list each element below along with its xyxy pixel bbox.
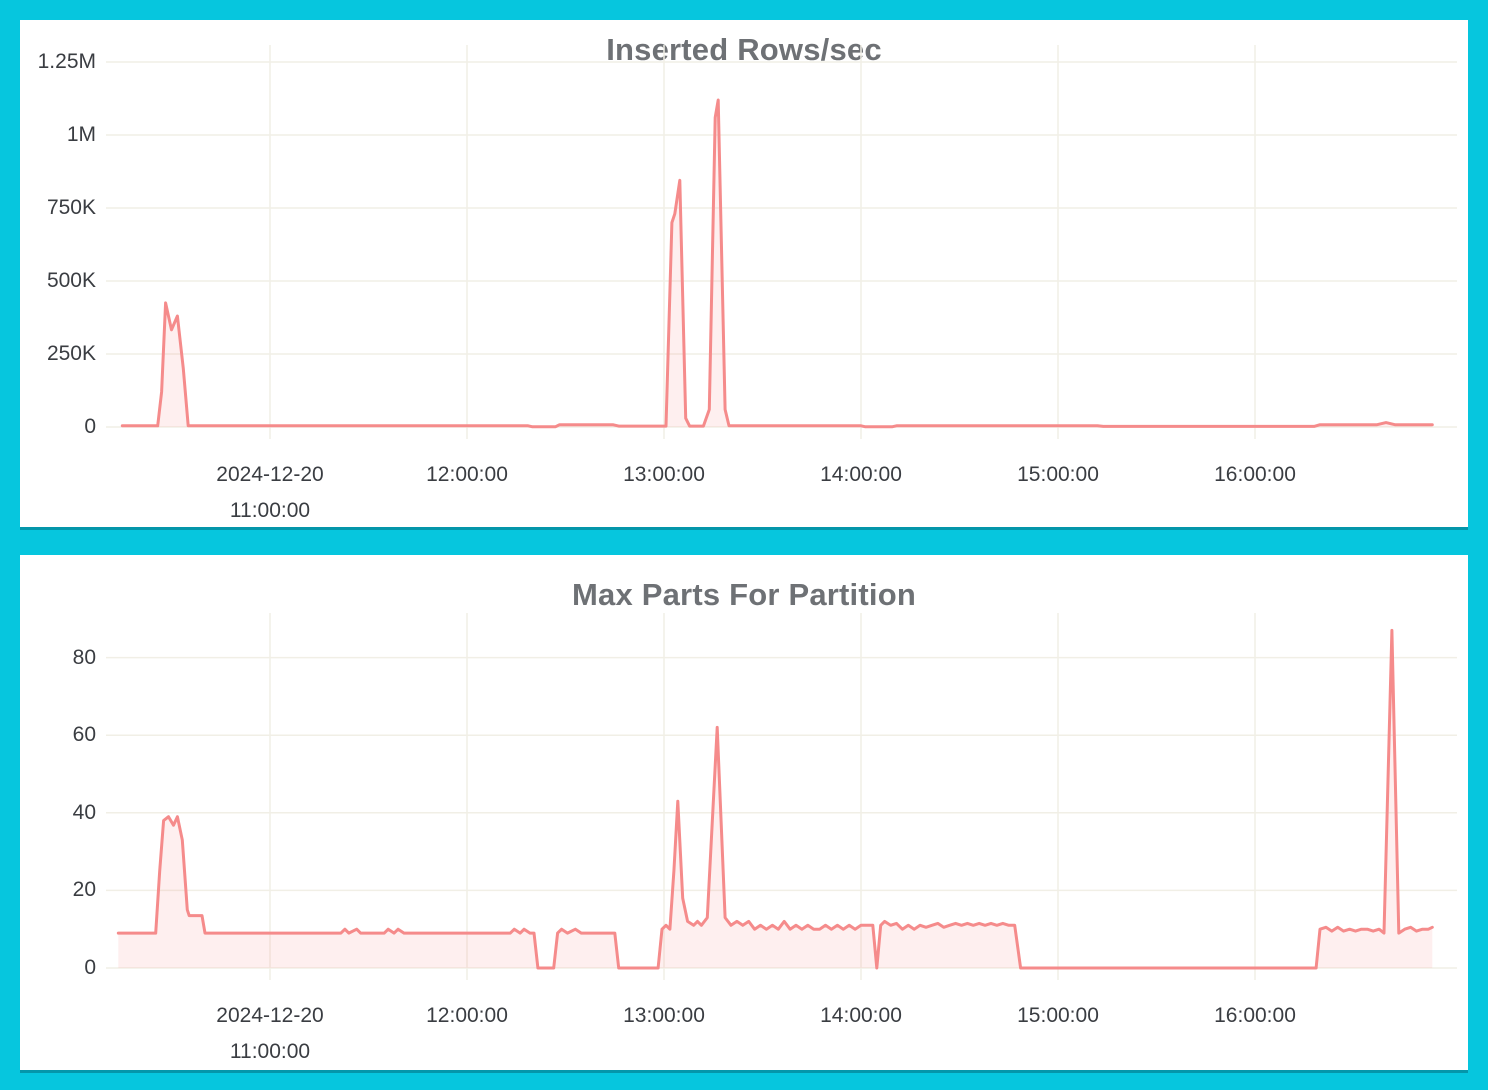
chart-title-inserted-rows: Inserted Rows/sec [606,32,882,67]
chart-plot-inserted-rows[interactable] [20,20,1468,527]
y-tick-label: 0 [84,956,96,979]
x-tick-line2: 11:00:00 [229,1040,311,1063]
y-tick-label: 0 [84,415,96,438]
panel-inserted-rows: Inserted Rows/sec 0 250K 500K 750K 1M 1.25M 2… [20,20,1468,527]
x-tick-label: 2024-12-20 11:00:00 [160,998,380,1070]
x-tick-label: 14:00:00 [751,457,971,493]
x-tick-line1: 12:00:00 [426,463,508,486]
y-tick-label: 40 [72,800,96,824]
x-tick-line1: 15:00:00 [1017,463,1099,486]
x-tick-line1: 15:00:00 [1017,1004,1099,1027]
x-tick-label: 16:00:00 [1145,998,1365,1034]
series-line [120,98,1434,429]
x-tick-label: 12:00:00 [357,457,577,493]
x-tick-line1: 16:00:00 [1214,1004,1296,1027]
y-tick-label: 1M [66,123,96,146]
x-tick-label: 13:00:00 [554,998,774,1034]
x-tick-label: 16:00:00 [1145,457,1365,493]
y-tick-label: 80 [72,645,96,669]
panel-max-parts: Max Parts For Partition 0 20 40 60 80 2024-1… [20,555,1468,1070]
chart-title-max-parts: Max Parts For Partition [572,577,916,612]
x-tick-line1: 13:00:00 [623,463,705,486]
x-tick-line1: 14:00:00 [820,1004,902,1027]
x-tick-label: 14:00:00 [751,998,971,1034]
series-area-fill [122,100,1433,427]
y-tick-label: 750K [46,196,96,219]
x-tick-label: 15:00:00 [948,457,1168,493]
y-tick-label: 250K [46,342,96,365]
x-tick-line1: 12:00:00 [426,1004,508,1027]
x-tick-line1: 13:00:00 [623,1004,705,1027]
x-tick-label: 13:00:00 [554,457,774,493]
y-tick-label: 500K [46,269,96,292]
x-tick-line1: 14:00:00 [820,463,902,486]
y-tick-label: 60 [72,723,96,747]
x-tick-line1: 2024-12-20 [216,1004,324,1027]
x-tick-line1: 16:00:00 [1214,463,1296,486]
x-tick-line1: 2024-12-20 [216,463,324,486]
x-tick-label: 12:00:00 [357,998,577,1034]
series-line [116,628,1434,970]
series-area-fill [118,630,1433,968]
chart-plot-max-parts[interactable] [20,555,1468,1070]
x-tick-label: 15:00:00 [948,998,1168,1034]
y-tick-label: 1.25M [37,50,96,73]
y-tick-label: 20 [72,878,96,902]
x-tick-label: 2024-12-20 11:00:00 [160,457,380,529]
gridlines [106,45,1457,439]
x-tick-line2: 11:00:00 [229,499,311,522]
